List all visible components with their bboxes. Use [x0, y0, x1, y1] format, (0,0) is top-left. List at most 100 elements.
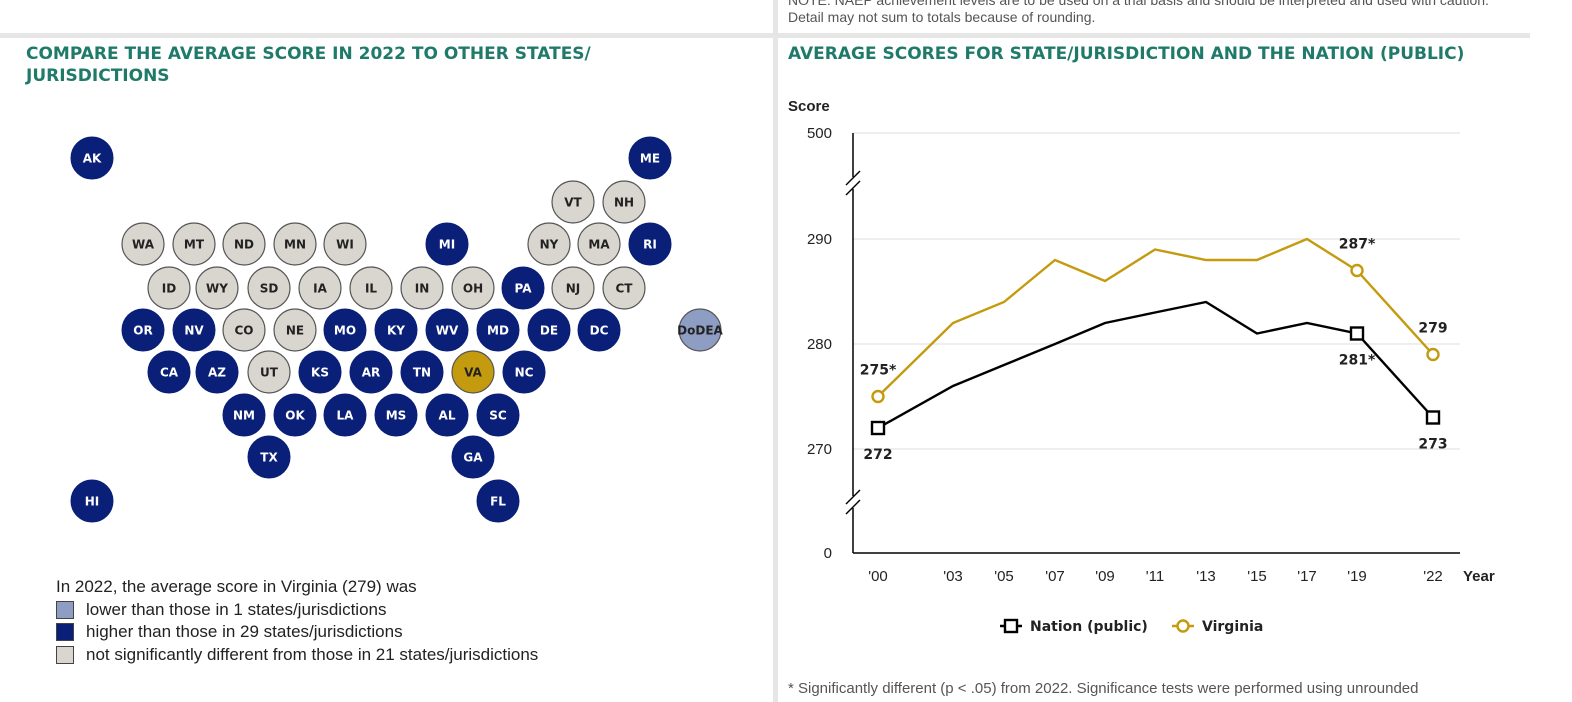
data-label: 279	[1418, 321, 1447, 337]
state-circle	[527, 308, 571, 352]
state-circle	[323, 308, 367, 352]
y-tick-label: 290	[807, 231, 832, 248]
data-label: 281*	[1339, 353, 1376, 369]
state-tile-co: CO	[222, 308, 266, 352]
state-circle	[323, 393, 367, 437]
state-circle	[527, 222, 571, 266]
x-tick-label: '22	[1423, 568, 1443, 585]
state-code-label: WI	[336, 238, 354, 252]
state-tile-me: ME	[628, 136, 672, 180]
state-tile-pa: PA	[501, 266, 545, 310]
state-circle	[172, 308, 216, 352]
state-circle	[451, 435, 495, 479]
data-label: 273	[1418, 437, 1447, 453]
state-tile-ny: NY	[527, 222, 571, 266]
state-circle	[172, 222, 216, 266]
state-code-label: MO	[334, 324, 356, 338]
state-tile-mo: MO	[323, 308, 367, 352]
footnote: * Significantly different (p < .05) from…	[788, 680, 1419, 697]
state-code-label: TN	[413, 366, 431, 380]
y-axis-title: Score	[788, 98, 830, 115]
state-code-label: MT	[184, 238, 205, 252]
state-tile-id: ID	[147, 266, 191, 310]
state-circle	[577, 308, 621, 352]
state-tile-ne: NE	[273, 308, 317, 352]
state-code-label: NV	[184, 324, 204, 338]
state-circle	[147, 350, 191, 394]
state-code-label: MA	[588, 238, 610, 252]
state-code-label: WY	[206, 282, 228, 296]
state-code-label: ME	[640, 152, 660, 166]
state-circle	[374, 308, 418, 352]
state-code-label: IN	[415, 282, 430, 296]
legend-entry-virginia: Virginia	[1172, 619, 1263, 635]
state-tile-in: IN	[400, 266, 444, 310]
legend-intro: In 2022, the average score in Virginia (…	[56, 577, 417, 596]
legend-swatch-not-significant	[56, 645, 74, 664]
state-circle	[323, 222, 367, 266]
line-chart-title: AVERAGE SCORES FOR STATE/JURISDICTION AN…	[788, 44, 1465, 64]
state-tile-ar: AR	[349, 350, 393, 394]
state-code-label: NJ	[566, 282, 581, 296]
legend-label-not-significant: not significantly different from those i…	[86, 644, 539, 664]
state-circle	[273, 222, 317, 266]
state-tile-tn: TN	[400, 350, 444, 394]
state-tile-mt: MT	[172, 222, 216, 266]
state-tile-vt: VT	[551, 180, 595, 224]
series-line-virginia	[877, 237, 1434, 398]
state-code-label: SD	[260, 282, 279, 296]
state-tile-ms: MS	[374, 393, 418, 437]
x-tick-label: '19	[1347, 568, 1367, 585]
state-code-label: MI	[439, 238, 455, 252]
state-tile-or: OR	[121, 308, 165, 352]
state-circle	[70, 136, 114, 180]
state-circle	[222, 393, 266, 437]
state-code-label: AK	[83, 152, 102, 166]
tilemap-title: COMPARE THE AVERAGE SCORE IN 2022 TO OTH…	[26, 44, 591, 86]
state-circle	[273, 308, 317, 352]
state-code-label: NE	[286, 324, 304, 338]
state-code-label: CA	[160, 366, 179, 380]
state-code-label: OH	[463, 282, 483, 296]
state-code-label: TX	[260, 451, 278, 465]
series-line-nation	[877, 300, 1434, 430]
state-tile-nd: ND	[222, 222, 266, 266]
state-tile-nv: NV	[172, 308, 216, 352]
state-code-label: WV	[436, 324, 459, 338]
state-tile-map: AK ME VT NH WA MT ND MN WI MI NY MA RI ID WY SD IA IL IN OH…	[70, 136, 724, 523]
data-point-nation	[1349, 326, 1365, 341]
state-code-label: VT	[564, 196, 582, 210]
state-circle	[577, 222, 621, 266]
state-code-label: AR	[362, 366, 381, 380]
x-tick-label: '17	[1297, 568, 1317, 585]
state-code-label: VA	[464, 366, 482, 380]
state-tile-la: LA	[323, 393, 367, 437]
state-tile-va: VA	[451, 350, 495, 394]
state-tile-al: AL	[425, 393, 469, 437]
state-circle	[551, 180, 595, 224]
x-tick-label: '09	[1095, 568, 1115, 585]
x-tick-label: '15	[1247, 568, 1267, 585]
data-point-virginia	[871, 389, 885, 404]
state-tile-nj: NJ	[551, 266, 595, 310]
y-tick-label: 0	[824, 545, 832, 562]
state-tile-ky: KY	[374, 308, 418, 352]
state-tile-ut: UT	[247, 350, 291, 394]
axis-break-mark	[845, 170, 861, 196]
state-tile-ok: OK	[273, 393, 317, 437]
x-tick-label: '11	[1146, 568, 1164, 585]
state-tile-ca: CA	[147, 350, 191, 394]
state-circle	[425, 222, 469, 266]
state-tile-dodea: DoDEA	[677, 308, 724, 352]
x-tick-label: '07	[1045, 568, 1065, 585]
tilemap-legend: In 2022, the average score in Virginia (…	[56, 576, 538, 666]
state-circle	[551, 266, 595, 310]
state-circle	[602, 266, 646, 310]
state-circle	[425, 393, 469, 437]
legend-label: Virginia	[1202, 619, 1263, 635]
state-circle	[476, 308, 520, 352]
data-label: 287*	[1339, 237, 1376, 253]
state-code-label: ND	[234, 238, 254, 252]
state-circle	[451, 266, 495, 310]
state-circle	[678, 308, 722, 352]
